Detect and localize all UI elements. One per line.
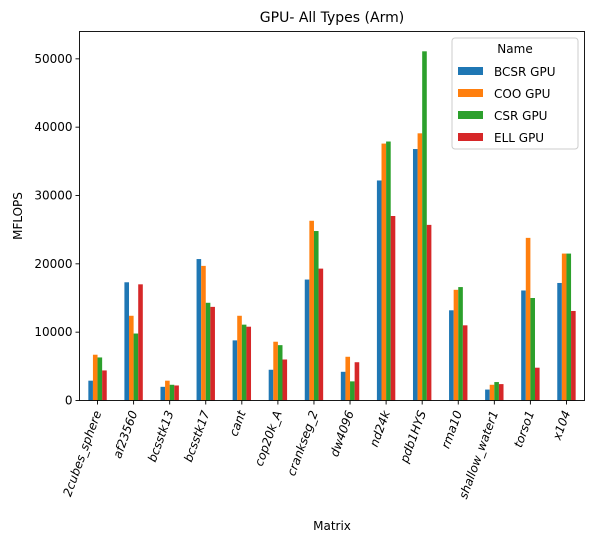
x-axis: 2cubes_sphere af23560 bcsstk13 bcsstk17 cant… bbox=[60, 400, 574, 501]
x-tick-label: x104 bbox=[550, 409, 574, 443]
bar-ell-gpu-2cubes-sphere bbox=[102, 370, 107, 401]
bar-csr-gpu-shallow-water1 bbox=[494, 382, 499, 401]
bar-bcsr-gpu-2cubes-sphere bbox=[88, 380, 93, 401]
legend-box bbox=[451, 37, 579, 150]
bar-coo-gpu-cant bbox=[237, 315, 242, 401]
x-tick-label: rma10 bbox=[439, 408, 466, 450]
bar-ell-gpu-dw4096 bbox=[354, 362, 360, 401]
bar-ell-gpu-bcsstk17 bbox=[210, 306, 215, 401]
bar-ell-gpu-pdb1hys bbox=[426, 224, 432, 401]
x-tick-label: af23560 bbox=[110, 408, 140, 460]
bar-ell-gpu-cop20k-a bbox=[282, 359, 288, 401]
bar-bcsr-gpu-shallow-water1 bbox=[485, 389, 490, 401]
bar-csr-gpu-rma10 bbox=[458, 287, 463, 401]
bar-ell-gpu-nd24k bbox=[390, 216, 396, 401]
x-axis-label: Matrix bbox=[313, 519, 351, 533]
x-tick-label: crankseg_2 bbox=[284, 409, 321, 478]
y-tick-label: 40000 bbox=[34, 120, 72, 134]
bar-bcsr-gpu-nd24k bbox=[376, 180, 382, 401]
bar-coo-gpu-bcsstk17 bbox=[201, 265, 206, 401]
chart-title: GPU- All Types (Arm) bbox=[260, 10, 404, 26]
x-tick-label: pdb1HYS bbox=[397, 408, 429, 465]
bar-csr-gpu-cop20k-a bbox=[277, 345, 283, 401]
bar-bcsr-gpu-rma10 bbox=[449, 310, 454, 401]
legend-title: Name bbox=[497, 42, 532, 56]
bar-csr-gpu-af23560 bbox=[133, 333, 139, 401]
bar-bcsr-gpu-crankseg-2 bbox=[304, 279, 310, 401]
y-axis: 0 10000 20000 30000 40000 50000 bbox=[34, 52, 80, 408]
bar-coo-gpu-crankseg-2 bbox=[309, 220, 314, 401]
bar-bcsr-gpu-dw4096 bbox=[340, 371, 346, 401]
bar-bcsr-gpu-bcsstk17 bbox=[196, 259, 202, 401]
bar-csr-gpu-torso1 bbox=[530, 298, 535, 401]
bar-coo-gpu-shallow-water1 bbox=[489, 384, 495, 401]
y-tick-label: 50000 bbox=[34, 52, 72, 66]
legend-label: COO GPU bbox=[494, 87, 550, 101]
bar-csr-gpu-crankseg-2 bbox=[313, 231, 319, 401]
bar-coo-gpu-dw4096 bbox=[345, 356, 351, 401]
x-tick-label: dw4096 bbox=[327, 408, 357, 458]
x-tick-label: bcsstk17 bbox=[181, 408, 213, 464]
legend-swatch bbox=[458, 111, 483, 119]
bar-bcsr-gpu-torso1 bbox=[521, 290, 526, 401]
bar-coo-gpu-2cubes-sphere bbox=[92, 354, 98, 401]
bar-bcsr-gpu-x104 bbox=[557, 282, 562, 401]
y-tick-label: 30000 bbox=[34, 189, 72, 203]
legend-label: CSR GPU bbox=[494, 109, 547, 123]
bar-ell-gpu-bcsstk13 bbox=[174, 385, 179, 401]
bar-coo-gpu-torso1 bbox=[525, 237, 531, 401]
bar-coo-gpu-bcsstk13 bbox=[165, 380, 170, 401]
bar-ell-gpu-rma10 bbox=[462, 325, 468, 401]
bar-bcsr-gpu-cop20k-a bbox=[268, 369, 274, 401]
bar-csr-gpu-x104 bbox=[566, 253, 572, 401]
bar-ell-gpu-cant bbox=[246, 326, 252, 401]
x-tick-label: nd24k bbox=[367, 408, 393, 449]
legend-swatch bbox=[458, 67, 483, 75]
y-axis-label: MFLOPS bbox=[11, 192, 25, 240]
legend-swatch bbox=[458, 133, 483, 141]
bar-csr-gpu-bcsstk13 bbox=[169, 384, 175, 401]
bar-csr-gpu-nd24k bbox=[386, 141, 391, 401]
bar-ell-gpu-af23560 bbox=[138, 284, 143, 401]
y-tick-label: 20000 bbox=[34, 257, 72, 271]
bar-csr-gpu-cant bbox=[241, 324, 247, 401]
x-tick-label: 2cubes_sphere bbox=[60, 409, 104, 499]
bars-group bbox=[88, 51, 576, 401]
bar-coo-gpu-x104 bbox=[561, 253, 567, 401]
bar-csr-gpu-dw4096 bbox=[350, 381, 355, 401]
bar-coo-gpu-pdb1hys bbox=[417, 133, 423, 401]
x-tick-label: torso1 bbox=[511, 409, 537, 450]
bar-bcsr-gpu-pdb1hys bbox=[412, 149, 418, 401]
bar-coo-gpu-cop20k-a bbox=[273, 341, 278, 401]
bar-ell-gpu-torso1 bbox=[534, 367, 540, 401]
bar-coo-gpu-nd24k bbox=[381, 143, 387, 401]
legend-label: ELL GPU bbox=[494, 131, 544, 145]
bar-ell-gpu-x104 bbox=[571, 310, 576, 401]
bar-bcsr-gpu-af23560 bbox=[124, 282, 130, 401]
bar-csr-gpu-pdb1hys bbox=[422, 51, 427, 401]
plot-frame bbox=[79, 31, 585, 401]
bar-csr-gpu-bcsstk17 bbox=[205, 302, 211, 401]
x-tick-label: cant bbox=[226, 408, 249, 439]
bar-coo-gpu-rma10 bbox=[453, 289, 459, 401]
bar-coo-gpu-af23560 bbox=[129, 315, 134, 401]
legend-swatch bbox=[458, 89, 483, 97]
bar-ell-gpu-crankseg-2 bbox=[318, 268, 324, 401]
legend-label: BCSR GPU bbox=[494, 65, 556, 79]
bar-csr-gpu-2cubes-sphere bbox=[97, 357, 103, 401]
y-tick-label: 0 bbox=[65, 394, 73, 408]
y-tick-label: 10000 bbox=[34, 325, 72, 339]
bar-bcsr-gpu-bcsstk13 bbox=[160, 386, 166, 401]
x-tick-label: bcsstk13 bbox=[145, 409, 177, 464]
bar-bcsr-gpu-cant bbox=[232, 340, 238, 401]
legend: Name BCSR GPU COO GPU CSR GPU ELL GPU bbox=[451, 37, 579, 150]
bar-ell-gpu-shallow-water1 bbox=[498, 384, 504, 401]
x-tick-label: cop20k_A bbox=[252, 409, 285, 468]
x-tick-label: shallow_water1 bbox=[456, 409, 501, 501]
